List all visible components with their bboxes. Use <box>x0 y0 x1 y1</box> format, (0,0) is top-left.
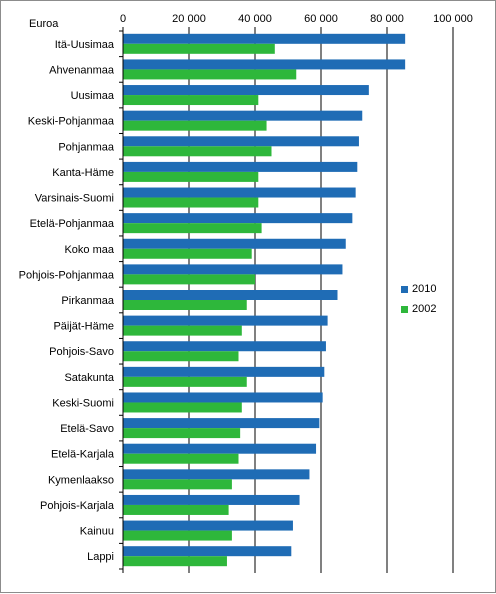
bar-2002 <box>123 351 239 362</box>
bar-2010 <box>123 264 343 275</box>
category-label: Etelä-Karjala <box>51 449 115 461</box>
category-label: Koko maa <box>64 244 114 256</box>
x-tick-label: 60 000 <box>304 13 338 25</box>
bar-2010 <box>123 546 292 557</box>
legend-label-2002: 2002 <box>412 303 437 315</box>
bar-2002 <box>123 223 262 234</box>
bar-2010 <box>123 238 346 249</box>
category-label: Kainuu <box>80 526 114 538</box>
bar-2010 <box>123 85 369 96</box>
category-label: Pirkanmaa <box>61 295 114 307</box>
bar-2010 <box>123 418 320 429</box>
bar-2010 <box>123 341 326 352</box>
bar-2010 <box>123 110 363 121</box>
legend-swatch-2002 <box>401 305 408 313</box>
bar-2002 <box>123 120 267 131</box>
bar-2010 <box>123 33 406 44</box>
category-label: Keski-Pohjanmaa <box>28 116 115 128</box>
category-label: Ahvenanmaa <box>49 64 115 76</box>
bar-2002 <box>123 453 239 464</box>
bar-2010 <box>123 494 300 505</box>
legend-label-2010: 2010 <box>412 283 437 295</box>
x-tick-label: 80 000 <box>370 13 404 25</box>
bar-2010 <box>123 520 293 531</box>
category-label: Etelä-Savo <box>60 423 114 435</box>
x-tick-label: 0 <box>120 13 126 25</box>
bar-2002 <box>123 325 242 336</box>
legend-item-2010: 2010 <box>401 279 436 299</box>
bar-2010 <box>123 136 359 147</box>
category-label: Pohjois-Karjala <box>40 500 115 512</box>
category-label: Lappi <box>87 551 114 563</box>
bar-2002 <box>123 248 252 259</box>
category-label: Pohjois-Savo <box>49 346 114 358</box>
category-label: Satakunta <box>64 372 114 384</box>
bar-2002 <box>123 504 229 515</box>
bar-2002 <box>123 300 247 310</box>
category-label: Pohjois-Pohjanmaa <box>19 269 115 281</box>
bar-2010 <box>123 213 353 224</box>
bar-2010 <box>123 392 323 403</box>
bar-2010 <box>123 161 358 172</box>
category-label: Keski-Suomi <box>52 397 114 409</box>
bar-2002 <box>123 402 242 413</box>
category-label: Uusimaa <box>71 90 115 102</box>
bar-2010 <box>123 443 317 454</box>
bar-2002 <box>123 556 227 567</box>
bar-2002 <box>123 95 259 106</box>
bar-2002 <box>123 428 241 439</box>
category-label: Kanta-Häme <box>52 167 114 179</box>
bar-2002 <box>123 69 297 80</box>
bar-2002 <box>123 146 272 157</box>
bar-2010 <box>123 366 325 377</box>
category-label: Etelä-Pohjanmaa <box>30 218 115 230</box>
category-label: Kymenlaakso <box>48 474 114 486</box>
legend-item-2002: 2002 <box>401 299 436 319</box>
category-label: Pohjanmaa <box>58 141 115 153</box>
unit-label: Euroa <box>29 18 59 30</box>
bar-2002 <box>123 530 232 541</box>
bar-2010 <box>123 315 328 326</box>
x-tick-label: 40 000 <box>238 13 272 25</box>
bar-2010 <box>123 187 356 198</box>
legend-swatch-2010 <box>401 285 408 293</box>
bar-2010 <box>123 469 310 480</box>
category-label: Varsinais-Suomi <box>35 193 114 205</box>
bar-2002 <box>123 274 255 285</box>
bar-2002 <box>123 171 259 182</box>
bar-2010 <box>123 290 338 300</box>
bar-2002 <box>123 479 232 490</box>
legend: 2010 2002 <box>401 279 436 319</box>
x-tick-label: 100 000 <box>433 13 473 25</box>
bar-2002 <box>123 43 275 54</box>
category-label: Itä-Uusimaa <box>55 39 115 51</box>
category-label: Päijät-Häme <box>53 321 114 333</box>
bar-2010 <box>123 59 406 70</box>
bar-2002 <box>123 376 247 387</box>
x-tick-label: 20 000 <box>172 13 206 25</box>
bar-2002 <box>123 197 259 208</box>
